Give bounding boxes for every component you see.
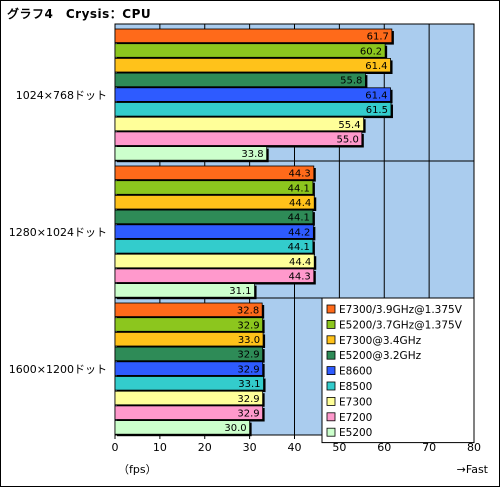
bar xyxy=(114,28,393,44)
x-tick-label: 70 xyxy=(422,441,436,454)
bar-value-label: 55.0 xyxy=(337,135,359,146)
bar-value-label: 60.2 xyxy=(360,46,382,57)
bar-value-label: 44.2 xyxy=(288,227,310,238)
bar-value-label: 33.1 xyxy=(238,379,260,390)
bar-value-label: 61.4 xyxy=(365,90,387,101)
bar xyxy=(114,209,314,225)
bar-value-label: 44.3 xyxy=(289,272,311,283)
bar xyxy=(114,390,264,406)
bar-value-label: 44.1 xyxy=(288,183,310,194)
legend xyxy=(321,297,475,444)
bar-value-label: 32.9 xyxy=(237,350,259,361)
bar xyxy=(114,43,386,58)
bar xyxy=(114,224,314,239)
bar-value-label: 55.4 xyxy=(338,120,360,131)
bar-value-label: 31.1 xyxy=(229,286,251,297)
x-tick-label: 20 xyxy=(198,441,212,454)
bar xyxy=(114,283,255,298)
bar-value-label: 55.8 xyxy=(340,76,362,87)
bar-value-label: 32.9 xyxy=(237,364,259,375)
bar-value-label: 33.8 xyxy=(241,149,263,160)
x-tick-label: 0 xyxy=(112,441,119,454)
bar-value-label: 33.0 xyxy=(238,335,260,346)
bar xyxy=(114,302,263,318)
bar-value-label: 32.9 xyxy=(237,409,259,420)
bar xyxy=(114,72,366,88)
legend-entry: E7200 xyxy=(339,412,372,424)
bar xyxy=(114,331,264,347)
legend-entry: E7300/3.9GHz@1.375V xyxy=(339,304,463,316)
legend-swatch xyxy=(326,381,336,391)
legend-swatch xyxy=(326,319,336,329)
category-label: 1024×768ドット xyxy=(16,89,107,102)
bar-value-label: 44.4 xyxy=(289,198,311,209)
bar xyxy=(114,253,315,269)
bar xyxy=(114,180,314,195)
category-label: 1600×1200ドット xyxy=(9,363,107,376)
bar xyxy=(114,194,315,210)
legend-entry: E7300 xyxy=(339,396,372,408)
bar-value-label: 44.1 xyxy=(288,213,310,224)
legend-swatch xyxy=(326,304,336,314)
bar xyxy=(114,146,268,161)
bar xyxy=(114,361,264,376)
chart-title: グラフ4 Crysis：CPU xyxy=(7,7,152,21)
bar-value-label: 44.1 xyxy=(288,242,310,253)
legend-entry: E8500 xyxy=(339,381,372,393)
bar xyxy=(114,317,264,332)
bar xyxy=(114,405,264,420)
legend-entry: E5200 xyxy=(339,427,372,439)
x-axis-direction-label: →Fast xyxy=(457,463,489,476)
bar-value-label: 32.9 xyxy=(237,320,259,331)
bar-value-label: 32.8 xyxy=(237,306,259,317)
x-tick-label: 50 xyxy=(332,441,346,454)
bar-value-label: 61.7 xyxy=(367,32,389,43)
bar xyxy=(114,116,365,132)
bar xyxy=(114,131,363,146)
bar-value-label: 61.5 xyxy=(366,105,388,116)
bar xyxy=(114,87,391,102)
legend-swatch xyxy=(326,335,336,345)
legend-swatch xyxy=(326,427,336,437)
bar xyxy=(114,268,315,283)
legend-swatch xyxy=(326,366,336,376)
legend-entry: E7300@3.4GHz xyxy=(339,335,422,347)
bar xyxy=(114,58,391,73)
legend-swatch xyxy=(326,412,336,422)
x-tick-label: 10 xyxy=(153,441,167,454)
bar xyxy=(114,102,392,117)
legend-swatch xyxy=(326,396,336,406)
x-axis-label: （fps） xyxy=(118,463,157,476)
bar-value-label: 44.4 xyxy=(289,257,311,268)
bar xyxy=(114,420,251,435)
legend-entry: E5200/3.7GHz@1.375V xyxy=(339,319,463,331)
bar-value-label: 32.9 xyxy=(237,394,259,405)
bar-value-label: 44.3 xyxy=(289,169,311,180)
x-tick-label: 40 xyxy=(288,441,302,454)
bar xyxy=(114,376,264,391)
x-tick-label: 60 xyxy=(377,441,391,454)
bar xyxy=(114,165,315,181)
bar xyxy=(114,239,314,254)
bar xyxy=(114,346,264,362)
x-tick-label: 30 xyxy=(243,441,257,454)
bar-value-label: 30.0 xyxy=(224,423,246,434)
bar-value-label: 61.4 xyxy=(365,61,387,72)
x-tick-label: 80 xyxy=(467,441,481,454)
legend-swatch xyxy=(326,350,336,360)
legend-entry: E5200@3.2GHz xyxy=(339,350,422,362)
legend-entry: E8600 xyxy=(339,366,372,378)
category-label: 1280×1024ドット xyxy=(9,226,107,239)
